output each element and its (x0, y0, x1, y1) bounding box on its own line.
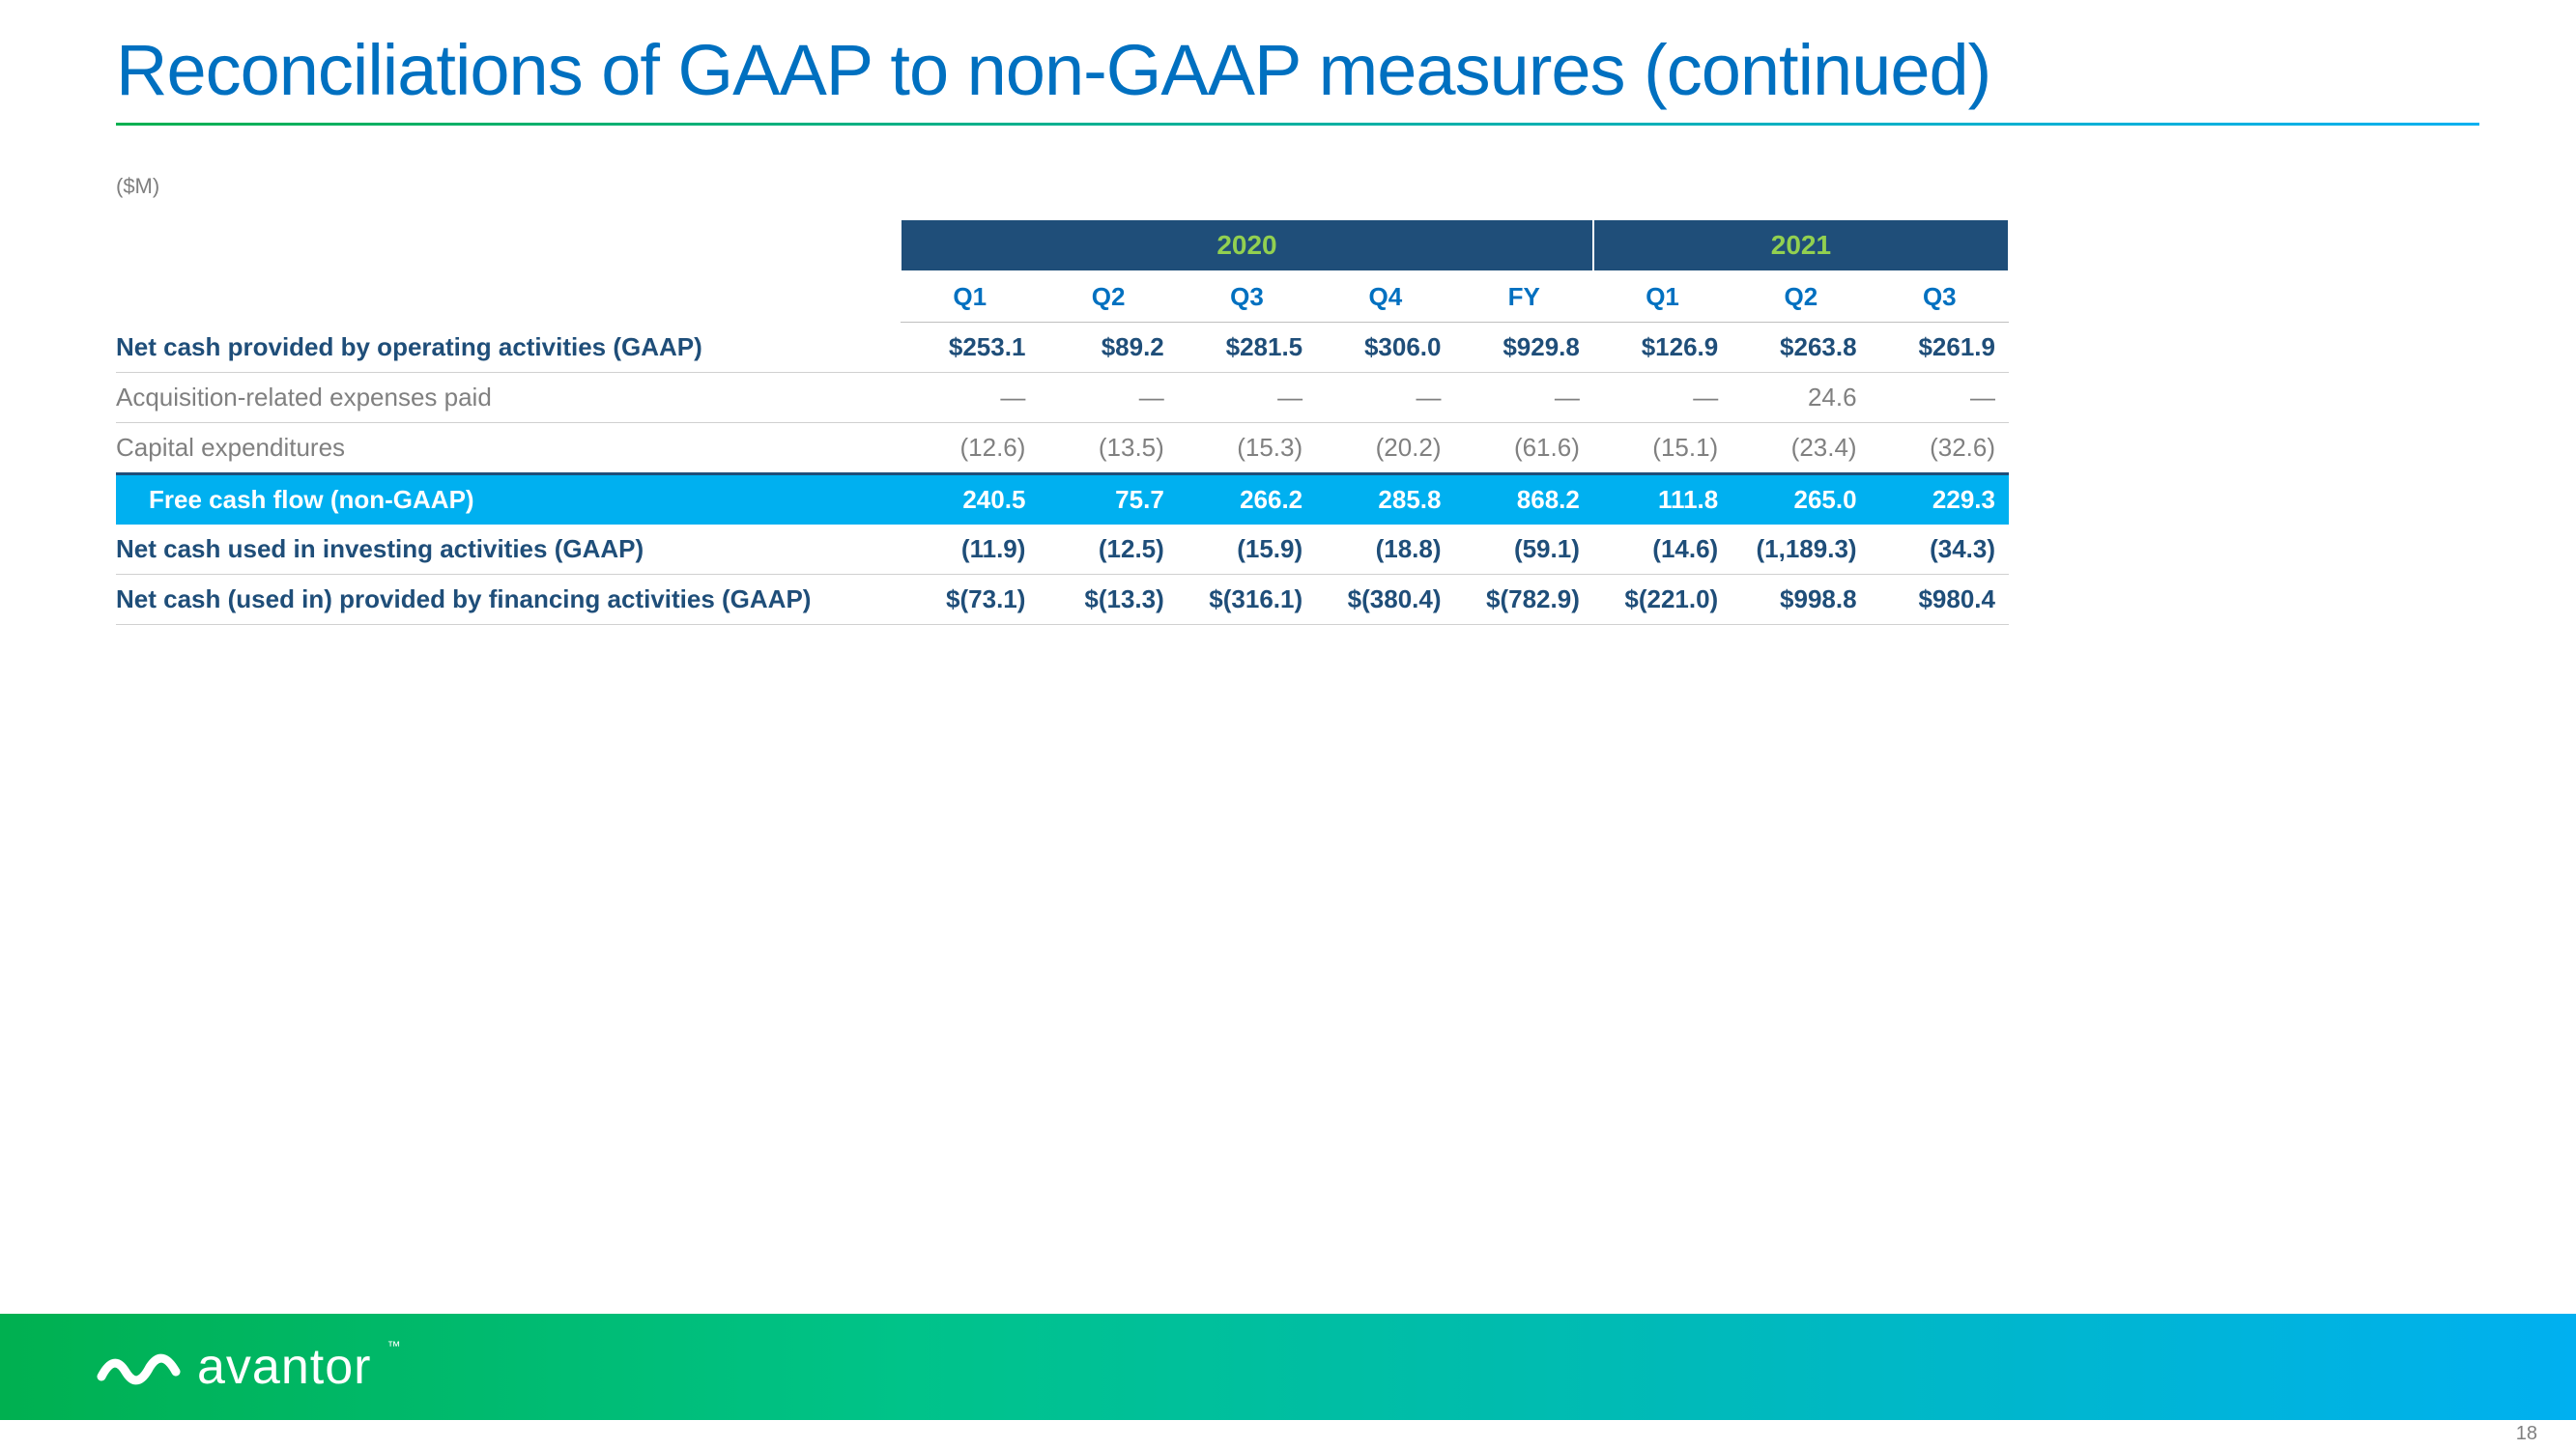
year-2021: 2021 (1593, 219, 2009, 271)
row-investing: Net cash used in investing activities (G… (116, 525, 2009, 575)
fcf-q1-20: 240.5 (901, 474, 1039, 526)
logo-text: avantor (197, 1338, 371, 1396)
financing-fy-20: $(782.9) (1455, 575, 1593, 625)
operating-q2-21: $263.8 (1732, 323, 1870, 373)
investing-q1-20: (11.9) (901, 525, 1039, 575)
slide-container: Reconciliations of GAAP to non-GAAP meas… (0, 0, 2576, 1449)
acq-q3-21: — (1871, 373, 2009, 423)
fcf-q3-20: 266.2 (1178, 474, 1316, 526)
investing-label: Net cash used in investing activities (G… (116, 525, 901, 575)
row-free-cash-flow: Free cash flow (non-GAAP) 240.5 75.7 266… (116, 474, 2009, 526)
investing-q4-20: (18.8) (1316, 525, 1454, 575)
brand-logo: avantor ™ (97, 1338, 398, 1396)
row-acquisition: Acquisition-related expenses paid — — — … (116, 373, 2009, 423)
row-capex: Capital expenditures (12.6) (13.5) (15.3… (116, 423, 2009, 474)
capex-q1-21: (15.1) (1593, 423, 1732, 474)
acq-q2-20: — (1039, 373, 1177, 423)
capex-fy-20: (61.6) (1455, 423, 1593, 474)
capex-q3-21: (32.6) (1871, 423, 2009, 474)
acq-q1-21: — (1593, 373, 1732, 423)
investing-q1-21: (14.6) (1593, 525, 1732, 575)
investing-q2-20: (12.5) (1039, 525, 1177, 575)
fcf-q3-21: 229.3 (1871, 474, 2009, 526)
capex-q4-20: (20.2) (1316, 423, 1454, 474)
year-header-row: 2020 2021 (116, 219, 2009, 271)
capex-q1-20: (12.6) (901, 423, 1039, 474)
financing-q2-21: $998.8 (1732, 575, 1870, 625)
operating-q2-20: $89.2 (1039, 323, 1177, 373)
operating-q4-20: $306.0 (1316, 323, 1454, 373)
financing-q3-21: $980.4 (1871, 575, 2009, 625)
operating-q3-21: $261.9 (1871, 323, 2009, 373)
acq-q2-21: 24.6 (1732, 373, 1870, 423)
financing-q1-21: $(221.0) (1593, 575, 1732, 625)
period-q1-20: Q1 (901, 271, 1039, 323)
fcf-q2-21: 265.0 (1732, 474, 1870, 526)
financing-q3-20: $(316.1) (1178, 575, 1316, 625)
capex-label: Capital expenditures (116, 423, 901, 474)
fcf-q1-21: 111.8 (1593, 474, 1732, 526)
operating-label: Net cash provided by operating activitie… (116, 323, 901, 373)
trademark-icon: ™ (386, 1338, 400, 1353)
investing-q2-21: (1,189.3) (1732, 525, 1870, 575)
operating-q1-21: $126.9 (1593, 323, 1732, 373)
fcf-fy-20: 868.2 (1455, 474, 1593, 526)
page-number: 18 (2516, 1423, 2537, 1445)
footer-bar: avantor ™ (0, 1314, 2576, 1420)
period-q3-21: Q3 (1871, 271, 2009, 323)
period-q4-20: Q4 (1316, 271, 1454, 323)
fcf-q4-20: 285.8 (1316, 474, 1454, 526)
financing-q1-20: $(73.1) (901, 575, 1039, 625)
slide-title: Reconciliations of GAAP to non-GAAP meas… (116, 29, 2479, 126)
capex-q2-20: (13.5) (1039, 423, 1177, 474)
period-q2-21: Q2 (1732, 271, 1870, 323)
operating-fy-20: $929.8 (1455, 323, 1593, 373)
unit-label: ($M) (116, 174, 2479, 199)
investing-fy-20: (59.1) (1455, 525, 1593, 575)
operating-q3-20: $281.5 (1178, 323, 1316, 373)
capex-q2-21: (23.4) (1732, 423, 1870, 474)
acq-q3-20: — (1178, 373, 1316, 423)
investing-q3-20: (15.9) (1178, 525, 1316, 575)
year-2020: 2020 (901, 219, 1593, 271)
financing-q4-20: $(380.4) (1316, 575, 1454, 625)
period-q2-20: Q2 (1039, 271, 1177, 323)
period-q1-21: Q1 (1593, 271, 1732, 323)
acq-label: Acquisition-related expenses paid (116, 373, 901, 423)
acq-q1-20: — (901, 373, 1039, 423)
operating-q1-20: $253.1 (901, 323, 1039, 373)
fcf-q2-20: 75.7 (1039, 474, 1177, 526)
row-financing: Net cash (used in) provided by financing… (116, 575, 2009, 625)
financing-q2-20: $(13.3) (1039, 575, 1177, 625)
financing-label: Net cash (used in) provided by financing… (116, 575, 901, 625)
reconciliation-table: 2020 2021 Q1 Q2 Q3 Q4 FY Q1 Q2 Q3 Net ca… (116, 218, 2010, 625)
capex-q3-20: (15.3) (1178, 423, 1316, 474)
row-operating: Net cash provided by operating activitie… (116, 323, 2009, 373)
acq-q4-20: — (1316, 373, 1454, 423)
investing-q3-21: (34.3) (1871, 525, 2009, 575)
period-header-row: Q1 Q2 Q3 Q4 FY Q1 Q2 Q3 (116, 271, 2009, 323)
acq-fy-20: — (1455, 373, 1593, 423)
fcf-label: Free cash flow (non-GAAP) (116, 474, 901, 526)
logo-wave-icon (97, 1343, 184, 1391)
period-fy-20: FY (1455, 271, 1593, 323)
period-q3-20: Q3 (1178, 271, 1316, 323)
